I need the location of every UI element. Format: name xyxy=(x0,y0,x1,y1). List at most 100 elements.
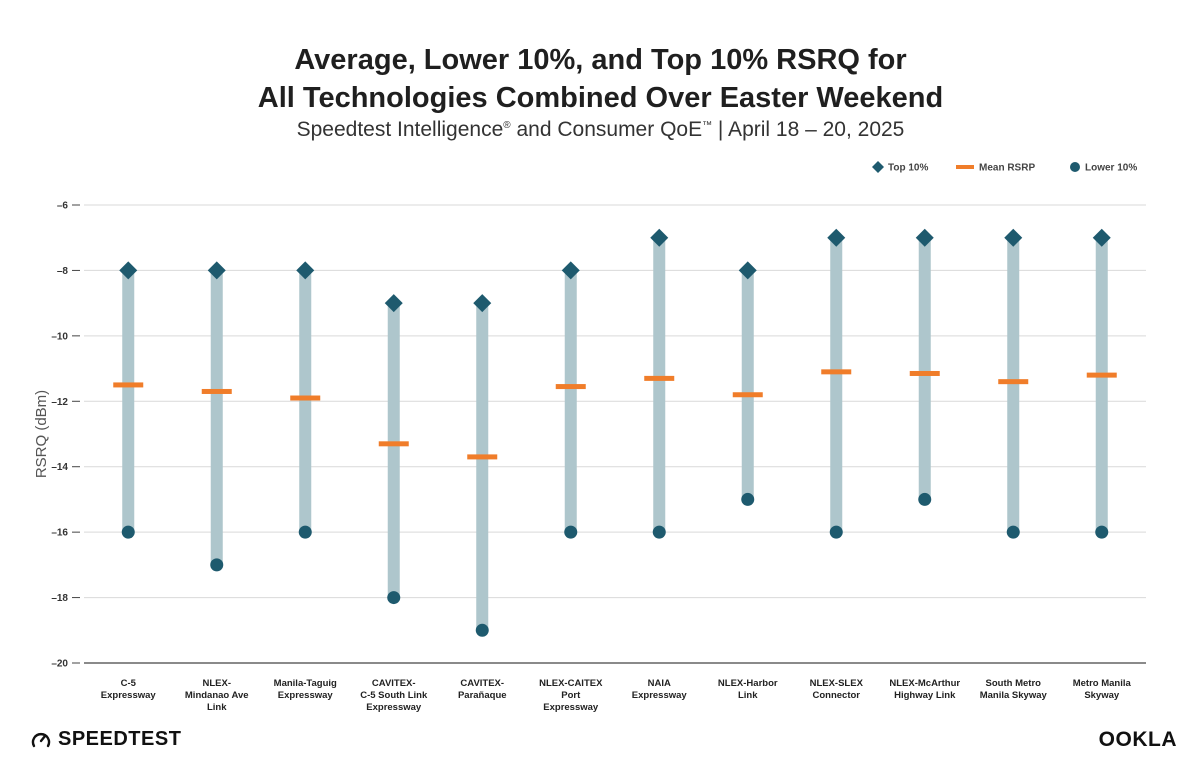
x-category-label-line: Mindanao Ave xyxy=(185,690,249,701)
x-category-label-line: C-5 xyxy=(121,678,137,689)
y-tick-label: –12 xyxy=(51,397,68,408)
x-category-label-line: Highway Link xyxy=(894,690,956,701)
y-axis-label: RSRQ (dBm) xyxy=(33,390,50,478)
lower-10-point xyxy=(1095,525,1109,539)
mean-marker xyxy=(821,369,852,375)
top-10-point xyxy=(207,261,226,280)
x-category-label-line: C-5 South Link xyxy=(360,690,428,701)
y-tick-label: –18 xyxy=(51,593,68,604)
top-10-point xyxy=(738,261,757,280)
x-category-label-line: CAVITEX- xyxy=(460,678,504,689)
x-category-label: NAIA Expressway xyxy=(632,678,688,701)
top-10-point xyxy=(119,261,138,280)
range-bar xyxy=(653,237,666,533)
y-tick-label: –8 xyxy=(57,266,69,277)
range-bar xyxy=(564,270,577,533)
x-category-label: NLEX-CAITEX Port Expressway xyxy=(539,678,603,713)
y-tick-label: –14 xyxy=(51,462,68,473)
chart-subtitle: Speedtest Intelligence® and Consumer QoE… xyxy=(0,118,1201,142)
lower-10-point xyxy=(475,623,489,637)
x-category-label-line: Connector xyxy=(813,690,861,701)
x-category-label: NLEX-Mindanao Ave Link xyxy=(185,678,249,713)
x-category-label-line: NLEX-CAITEX xyxy=(539,678,603,689)
mean-marker xyxy=(467,454,498,460)
subtitle-date: | April 18 – 20, 2025 xyxy=(712,118,905,141)
y-tick-label: –16 xyxy=(51,528,68,539)
x-category-label-line: Expressway xyxy=(278,690,334,701)
range-bar xyxy=(210,270,223,565)
top-10-point xyxy=(561,261,580,280)
mean-marker xyxy=(732,392,763,398)
x-category-label: CAVITEX-C-5 South Link Expressway xyxy=(360,678,428,713)
x-category-label-line: Expressway xyxy=(632,690,688,701)
top-10-point xyxy=(1004,228,1023,247)
x-category-label-line: Manila-Taguig xyxy=(274,678,337,689)
x-category-label: C-5 Expressway xyxy=(101,678,157,701)
y-tick-label: –20 xyxy=(51,659,68,670)
lower-10-point xyxy=(298,525,312,539)
mean-marker xyxy=(998,379,1029,385)
mean-marker xyxy=(290,395,321,401)
top-10-point xyxy=(1092,228,1111,247)
lower-10-point xyxy=(121,525,135,539)
legend-label: Mean RSRP xyxy=(979,163,1035,174)
subtitle-main: Speedtest Intelligence xyxy=(296,118,504,141)
lower-10-point xyxy=(829,525,843,539)
legend-label: Top 10% xyxy=(888,163,928,174)
mean-marker xyxy=(378,441,409,447)
x-category-label: Manila-Taguig Expressway xyxy=(274,678,337,701)
mean-marker xyxy=(555,384,586,390)
ookla-wordmark: OOKLA xyxy=(1098,728,1177,751)
x-category-label-line: Manila Skyway xyxy=(980,690,1048,701)
subtitle-mid: and Consumer QoE xyxy=(510,118,703,141)
chart-title-line-1: Average, Lower 10%, and Top 10% RSRQ for xyxy=(294,44,907,76)
x-category-label-line: Skyway xyxy=(1084,690,1120,701)
x-category-label: CAVITEX-Parañaque xyxy=(458,678,507,701)
x-category-label-line: NLEX-SLEX xyxy=(810,678,864,689)
x-category-label-line: CAVITEX- xyxy=(372,678,416,689)
x-category-label-line: Expressway xyxy=(101,690,157,701)
range-bar xyxy=(387,303,400,598)
lower-10-point xyxy=(652,525,666,539)
range-bar xyxy=(918,237,931,500)
lower-10-point xyxy=(918,492,932,506)
range-bar xyxy=(122,270,135,533)
x-category-label-line: Expressway xyxy=(543,702,599,713)
speedtest-wordmark: SPEEDTEST xyxy=(58,728,182,750)
range-bar xyxy=(476,303,489,631)
x-category-label: Metro Manila Skyway xyxy=(1073,678,1132,701)
x-category-label-line: Port xyxy=(561,690,581,701)
top-10-point xyxy=(296,261,315,280)
x-category-label-line: South Metro xyxy=(986,678,1042,689)
lower-10-point xyxy=(210,558,224,572)
range-bar xyxy=(1095,237,1108,533)
chart-title-line-2: All Technologies Combined Over Easter We… xyxy=(257,82,944,114)
registered-mark: ® xyxy=(503,120,511,131)
mean-marker xyxy=(201,388,232,394)
mean-marker xyxy=(113,382,144,388)
lower-10-point xyxy=(387,591,401,605)
range-bar xyxy=(830,237,843,533)
x-category-label-line: NAIA xyxy=(648,678,671,689)
x-category-label-line: Link xyxy=(738,690,758,701)
legend-label: Lower 10% xyxy=(1085,163,1137,174)
speedtest-gauge-icon xyxy=(31,732,51,747)
legend-top-10-icon xyxy=(872,161,884,173)
speedtest-logo: SPEEDTEST xyxy=(30,728,181,751)
top-10-point xyxy=(650,228,669,247)
lower-10-point xyxy=(1006,525,1020,539)
y-tick-label: –6 xyxy=(57,201,69,212)
x-category-label: NLEX-Harbor Link xyxy=(718,678,778,701)
x-category-label-line: NLEX-Harbor xyxy=(718,678,778,689)
x-category-label-line: Expressway xyxy=(366,702,422,713)
x-category-label-line: NLEX-McArthur xyxy=(889,678,960,689)
x-category-label: NLEX-SLEX Connector xyxy=(810,678,864,701)
mean-marker xyxy=(1086,372,1117,378)
legend-lower-10-icon xyxy=(1070,162,1080,172)
ookla-logo: OOKLA xyxy=(1099,728,1177,752)
lower-10-point xyxy=(741,492,755,506)
lower-10-point xyxy=(564,525,578,539)
range-bar xyxy=(741,270,754,500)
top-10-point xyxy=(384,294,403,313)
